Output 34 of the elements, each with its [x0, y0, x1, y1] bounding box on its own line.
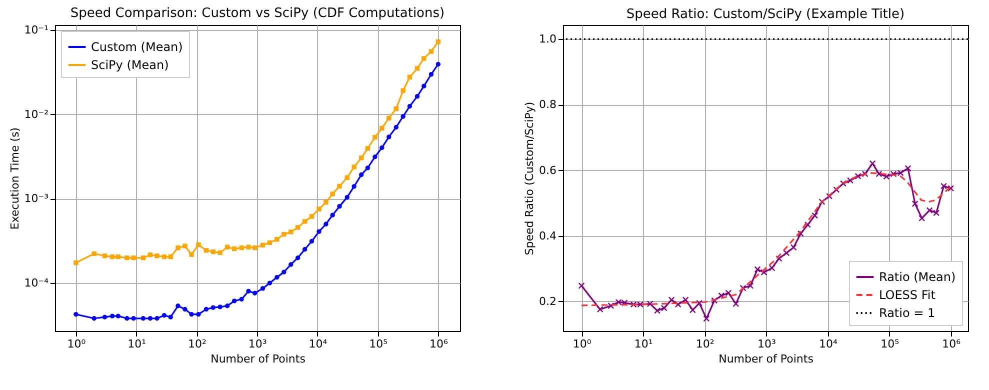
y-axis-title: Speed Ratio (Custom/SciPy) — [523, 102, 536, 256]
y-tick-label: 10⁻² — [24, 108, 48, 121]
y-tick-label: 10⁻¹ — [24, 24, 48, 37]
y-axis-title: Execution Time (s) — [8, 127, 22, 230]
x-tick-label: 10¹ — [128, 338, 146, 350]
y-tick-label: 10⁻³ — [24, 192, 48, 206]
x-tick-label: 10⁶ — [429, 338, 448, 350]
x-tick-label: 10⁵ — [369, 338, 388, 350]
chart-title: Speed Ratio: Custom/SciPy (Example Title) — [626, 7, 905, 22]
x-tick-label: 10⁵ — [880, 338, 899, 350]
x-tick-label: 10⁰ — [572, 338, 592, 350]
legend-label: SciPy (Mean) — [91, 58, 169, 72]
x-axis-title: Number of Points — [210, 352, 306, 366]
legend-label: Ratio = 1 — [879, 306, 936, 320]
x-tick-label: 10⁴ — [819, 338, 838, 350]
y-tick-label: 0.6 — [539, 164, 556, 177]
x-tick-label: 10² — [696, 338, 714, 350]
x-tick-label: 10⁴ — [308, 338, 328, 350]
y-tick-label: 0.8 — [539, 98, 556, 112]
legend-label: Ratio (Mean) — [879, 270, 956, 284]
x-tick-label: 10⁶ — [942, 338, 962, 350]
x-tick-label: 10⁰ — [67, 338, 86, 350]
x-axis-title: Number of Points — [718, 352, 814, 366]
x-tick-label: 10² — [188, 338, 206, 350]
x-tick-label: 10³ — [757, 338, 776, 350]
y-tick-label: 10⁻⁴ — [24, 276, 50, 290]
legend-label: Custom (Mean) — [91, 40, 183, 54]
y-tick-label: 0.4 — [539, 229, 556, 242]
chart-title: Speed Comparison: Custom vs SciPy (CDF Computations) — [70, 6, 445, 22]
x-tick-label: 10³ — [248, 338, 267, 350]
legend-label: LOESS Fit — [879, 288, 936, 302]
y-tick-label: 0.2 — [539, 294, 556, 308]
x-tick-label: 10¹ — [634, 338, 653, 350]
y-tick-label: 1.0 — [539, 32, 556, 46]
